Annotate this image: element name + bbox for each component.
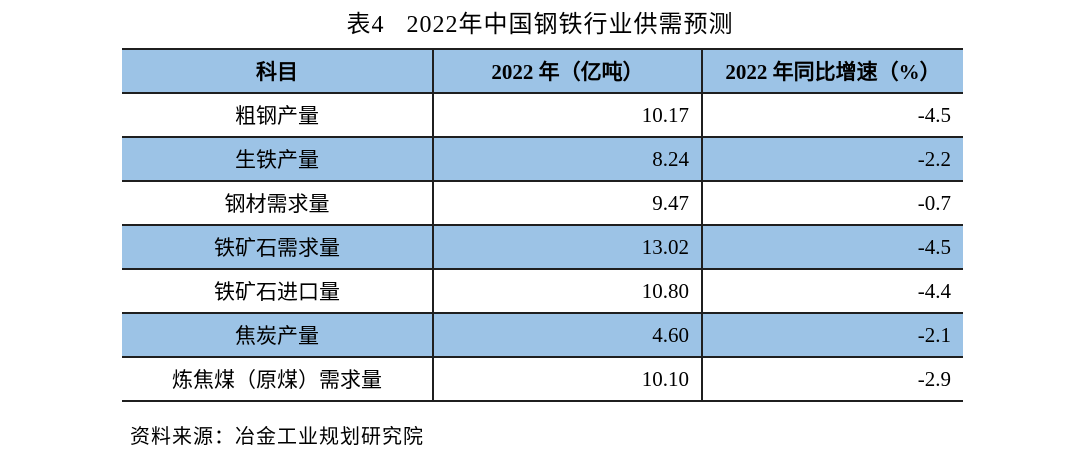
- table-row: 铁矿石进口量 10.80 -4.4: [122, 268, 963, 314]
- header-item: 科目: [122, 48, 434, 94]
- growth-cell: -4.5: [702, 224, 963, 270]
- header-row: 科目 2022 年（亿吨） 2022 年同比增速（%）: [122, 48, 963, 94]
- value-cell: 10.80: [433, 268, 703, 314]
- value-cell: 8.24: [433, 136, 703, 182]
- item-cell: 炼焦煤（原煤）需求量: [122, 356, 434, 402]
- value-cell: 13.02: [433, 224, 703, 270]
- source-note: 资料来源：冶金工业规划研究院: [130, 426, 424, 448]
- item-cell: 焦炭产量: [122, 312, 434, 358]
- item-cell: 铁矿石进口量: [122, 268, 434, 314]
- table-title-text: 2022年中国钢铁行业供需预测: [406, 12, 734, 38]
- forecast-table-container: 科目 2022 年（亿吨） 2022 年同比增速（%） 粗钢产量 10.17 -…: [122, 48, 963, 402]
- growth-cell: -4.5: [702, 92, 963, 138]
- header-growth: 2022 年同比增速（%）: [702, 48, 963, 94]
- table-row: 粗钢产量 10.17 -4.5: [122, 92, 963, 138]
- item-cell: 生铁产量: [122, 136, 434, 182]
- header-value: 2022 年（亿吨）: [433, 48, 703, 94]
- value-cell: 4.60: [433, 312, 703, 358]
- growth-cell: -2.2: [702, 136, 963, 182]
- table-row: 铁矿石需求量 13.02 -4.5: [122, 224, 963, 270]
- item-cell: 铁矿石需求量: [122, 224, 434, 270]
- table-row: 炼焦煤（原煤）需求量 10.10 -2.9: [122, 356, 963, 402]
- forecast-table: 科目 2022 年（亿吨） 2022 年同比增速（%） 粗钢产量 10.17 -…: [122, 48, 963, 402]
- value-cell: 9.47: [433, 180, 703, 226]
- value-cell: 10.17: [433, 92, 703, 138]
- growth-cell: -2.9: [702, 356, 963, 402]
- table-row: 焦炭产量 4.60 -2.1: [122, 312, 963, 358]
- table-title: 表4 2022年中国钢铁行业供需预测: [0, 4, 1080, 39]
- table-row: 钢材需求量 9.47 -0.7: [122, 180, 963, 226]
- growth-cell: -2.1: [702, 312, 963, 358]
- growth-cell: -4.4: [702, 268, 963, 314]
- table-title-label: 表4: [346, 12, 385, 38]
- growth-cell: -0.7: [702, 180, 963, 226]
- table-row: 生铁产量 8.24 -2.2: [122, 136, 963, 182]
- item-cell: 钢材需求量: [122, 180, 434, 226]
- item-cell: 粗钢产量: [122, 92, 434, 138]
- value-cell: 10.10: [433, 356, 703, 402]
